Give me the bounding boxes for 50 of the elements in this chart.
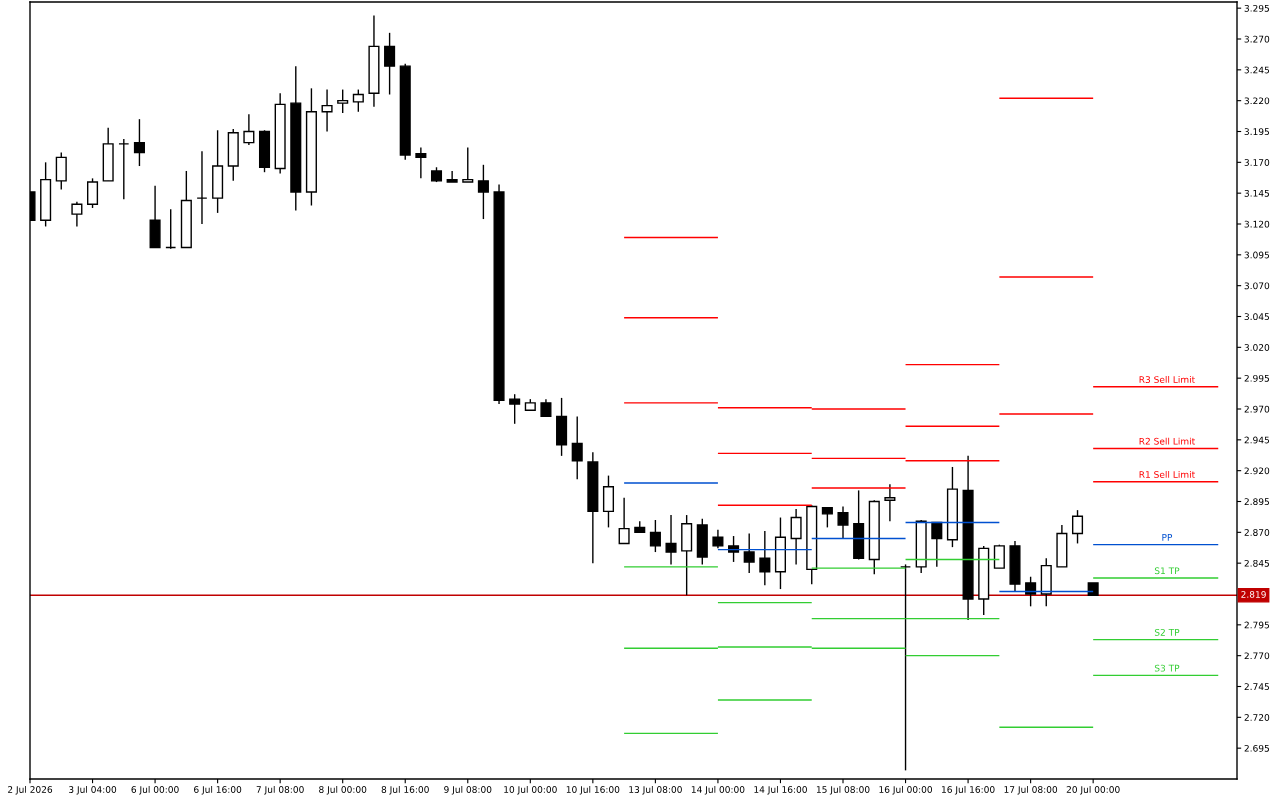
y-tick-label: 2.995 — [1244, 374, 1269, 382]
ref-line-label: 2.819 — [1241, 591, 1266, 598]
y-tick-label: 3.170 — [1244, 159, 1270, 166]
y-tick-label: 2.770 — [1244, 652, 1270, 660]
y-tick-label: 3.195 — [1244, 128, 1269, 136]
series-label: R3 Sell Limit — [1139, 375, 1195, 383]
series-label: PP — [1162, 534, 1173, 541]
y-tick-label: 3.095 — [1244, 251, 1269, 259]
y-tick-label: 3.070 — [1244, 282, 1270, 290]
y-tick-label: 2.870 — [1244, 529, 1270, 536]
x-tick-label: 14 Jul 00:00 — [691, 785, 745, 795]
y-tick-label: 3.245 — [1244, 66, 1269, 74]
x-tick-label: 9 Jul 08:00 — [444, 785, 492, 795]
x-tick-label: 8 Jul 16:00 — [381, 785, 429, 795]
x-tick-label: 6 Jul 00:00 — [131, 785, 179, 795]
y-tick-label: 2.695 — [1244, 744, 1269, 752]
x-tick-label: 17 Jul 08:00 — [1004, 785, 1058, 795]
series-label: R1 Sell Limit — [1139, 470, 1195, 478]
x-tick-label: 6 Jul 16:00 — [194, 785, 242, 795]
x-tick-label: 20 Jul 00:00 — [1066, 785, 1120, 795]
x-tick-label: 7 Jul 08:00 — [256, 785, 304, 795]
x-tick-label: 3 Jul 04:00 — [69, 785, 117, 795]
y-tick-label: 2.795 — [1244, 621, 1269, 629]
y-tick-label: 2.945 — [1244, 436, 1269, 444]
y-tick-label: 3.270 — [1244, 35, 1270, 43]
x-tick-label: 16 Jul 00:00 — [879, 785, 933, 795]
y-tick-label: 2.920 — [1244, 467, 1270, 475]
series-label: S2 TP — [1154, 628, 1180, 636]
x-tick-label: 10 Jul 16:00 — [566, 785, 620, 795]
x-tick-label: 14 Jul 16:00 — [754, 785, 807, 795]
y-tick-label: 2.970 — [1244, 405, 1270, 413]
x-tick-label: 2 Jul 2026 — [7, 785, 53, 795]
y-tick-label: 2.720 — [1244, 714, 1270, 721]
x-tick-label: 10 Jul 00:00 — [504, 785, 557, 795]
y-tick-label: 3.145 — [1244, 189, 1269, 197]
y-tick-label: 3.020 — [1244, 344, 1270, 351]
y-tick-label: 2.745 — [1244, 683, 1269, 691]
x-tick-label: 15 Jul 08:00 — [816, 785, 870, 795]
y-tick-label: 3.295 — [1244, 4, 1269, 12]
y-tick-label: 3.220 — [1244, 97, 1270, 105]
series-label: R2 Sell Limit — [1139, 437, 1195, 445]
y-tick-label: 2.845 — [1244, 559, 1269, 567]
series-label: S1 TP — [1154, 567, 1180, 575]
series-label: S3 TP — [1154, 664, 1180, 672]
x-tick-label: 13 Jul 08:00 — [629, 785, 682, 795]
y-tick-label: 3.045 — [1244, 313, 1269, 321]
x-tick-label: 16 Jul 16:00 — [942, 785, 995, 795]
y-tick-label: 3.120 — [1244, 220, 1270, 228]
x-tick-label: 8 Jul 00:00 — [319, 785, 367, 795]
y-tick-label: 2.895 — [1244, 498, 1269, 506]
